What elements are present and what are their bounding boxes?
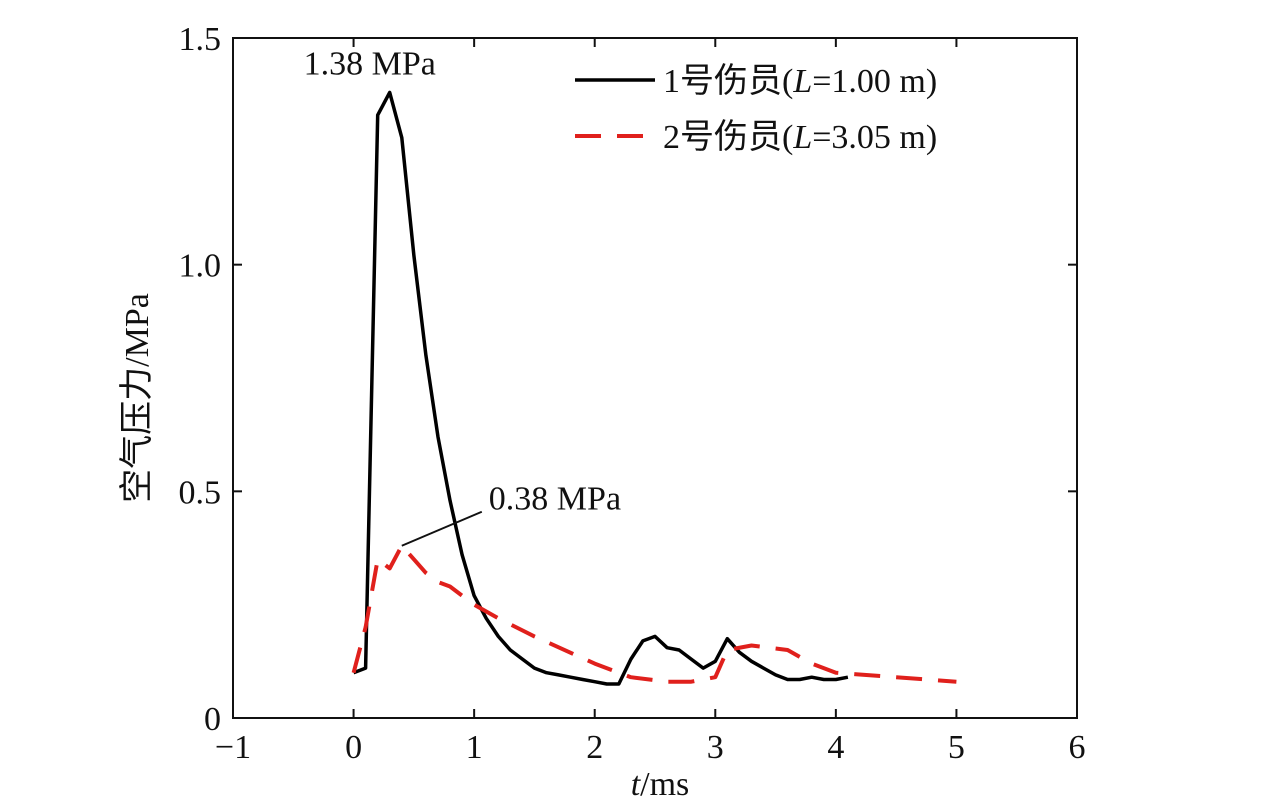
annotation-peak-2: 0.38 MPa [489, 481, 621, 518]
x-tick-label: 0 [345, 729, 362, 766]
x-tick-label: 4 [827, 729, 844, 766]
y-tick-label: 1.5 [179, 21, 222, 58]
annotations: 1.38 MPa 0.38 MPa [304, 45, 621, 547]
legend-label-1: 1号伤员(L=1.00 m) [663, 62, 937, 100]
x-axis-title-rest: /ms [640, 766, 689, 802]
x-tick-label: 2 [586, 729, 603, 766]
x-tick-label: 1 [466, 729, 483, 766]
x-axis-ticks: −1 0 1 2 3 4 5 6 [215, 38, 1086, 766]
x-tick-label: 3 [707, 729, 724, 766]
y-tick-label: 0.5 [179, 474, 222, 511]
x-tick-label: −1 [215, 729, 251, 766]
annotation-leader-2 [401, 510, 483, 547]
x-axis-title-italic: t [631, 766, 642, 802]
x-axis-title: t/ms [631, 766, 690, 802]
y-tick-label: 1.0 [179, 248, 222, 285]
series-lines [351, 90, 957, 686]
series-line-2 [351, 543, 957, 684]
legend-label-2: 2号伤员(L=3.05 m) [663, 118, 937, 156]
x-tick-label: 6 [1069, 729, 1086, 766]
y-axis-title: 空气压力/MPa [118, 293, 156, 503]
y-tick-label: 0 [204, 701, 221, 738]
annotation-peak-1: 1.38 MPa [304, 45, 436, 82]
plot-frame-rect [232, 37, 1078, 719]
plot-frame [232, 37, 1078, 719]
legend: 1号伤员(L=1.00 m) 2号伤员(L=3.05 m) [575, 62, 937, 156]
series-line-1 [352, 90, 849, 686]
x-tick-label: 5 [948, 729, 965, 766]
y-axis-ticks: 0 0.5 1.0 1.5 [179, 21, 1077, 738]
